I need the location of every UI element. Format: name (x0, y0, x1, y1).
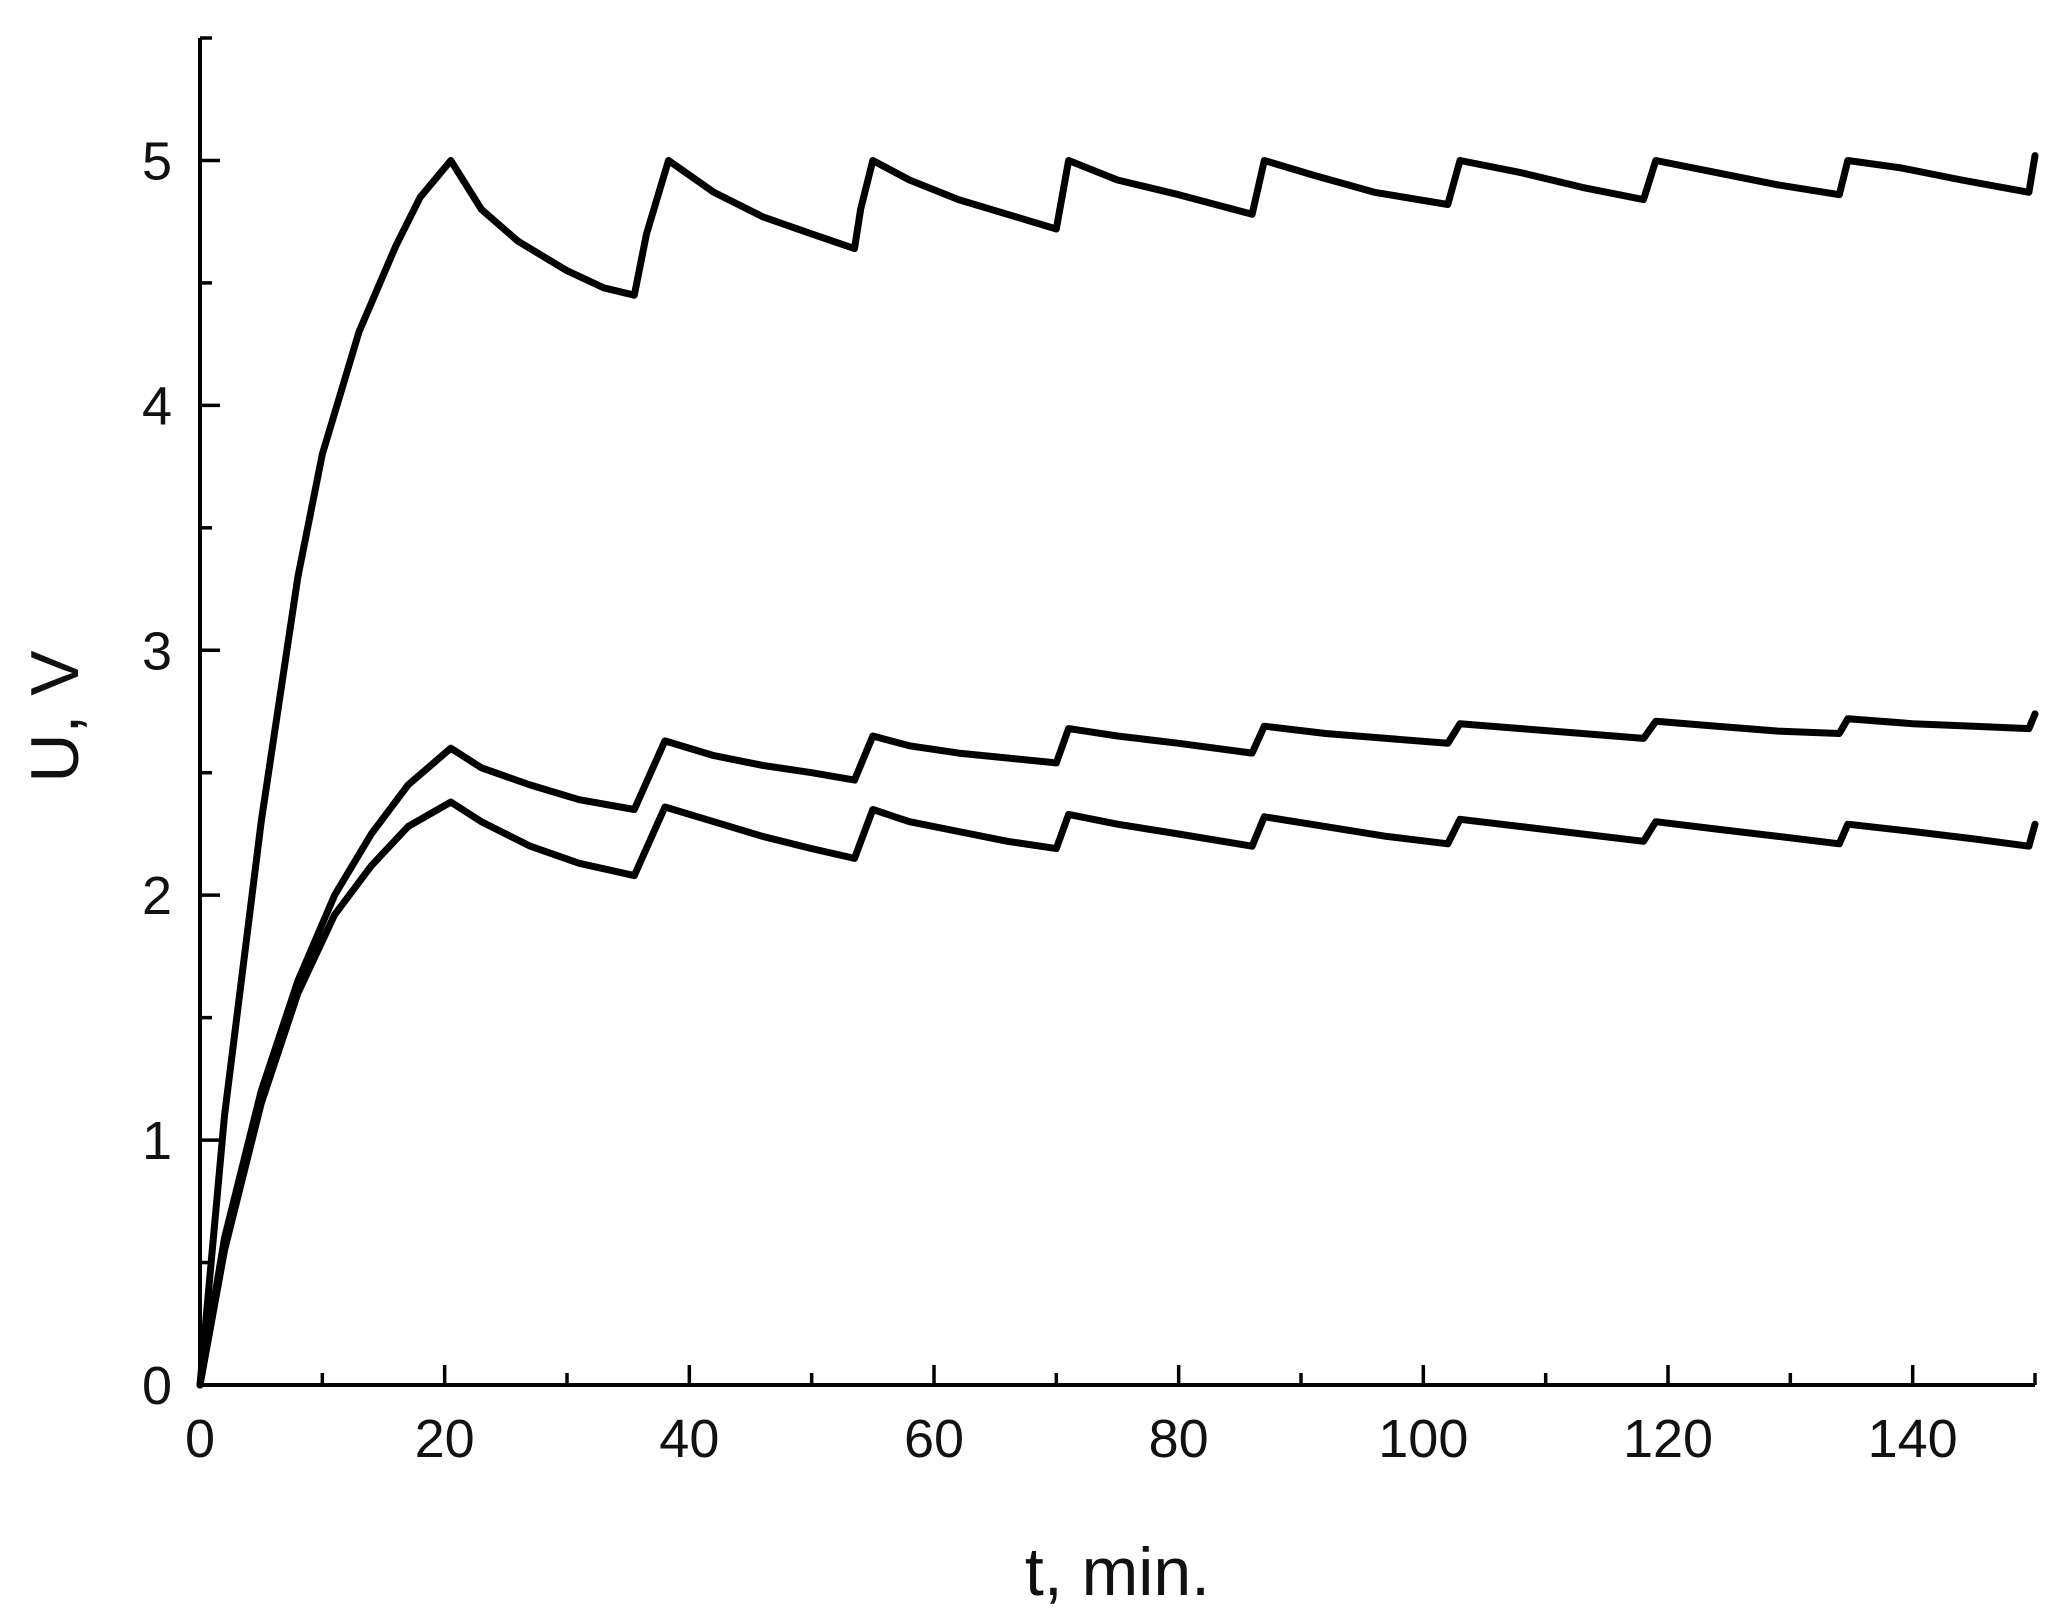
x-tick-label: 60 (904, 1409, 964, 1469)
y-tick-label: 5 (142, 131, 172, 191)
y-tick-label: 4 (142, 376, 172, 436)
y-axis-title: U, V (17, 650, 93, 783)
x-tick-label: 140 (1868, 1409, 1958, 1469)
x-tick-label: 120 (1623, 1409, 1713, 1469)
x-axis-title: t, min. (1025, 1534, 1210, 1610)
y-tick-label: 3 (142, 621, 172, 681)
x-tick-label: 0 (185, 1409, 215, 1469)
series-line-1 (196, 152, 2039, 1389)
x-tick-label: 40 (659, 1409, 719, 1469)
series-group (196, 152, 2039, 1389)
x-tick-label: 20 (415, 1409, 475, 1469)
series-line-2 (196, 710, 2039, 1389)
series-line-3 (196, 798, 2039, 1389)
axes-group: 0 20 40 60 80 100 120 140 0 1 2 3 4 5 (142, 36, 2037, 1469)
x-tick-label: 100 (1378, 1409, 1468, 1469)
y-tick-label: 1 (142, 1111, 172, 1171)
x-tick-label: 80 (1149, 1409, 1209, 1469)
y-tick-label: 0 (142, 1356, 172, 1416)
y-tick-label: 2 (142, 866, 172, 926)
